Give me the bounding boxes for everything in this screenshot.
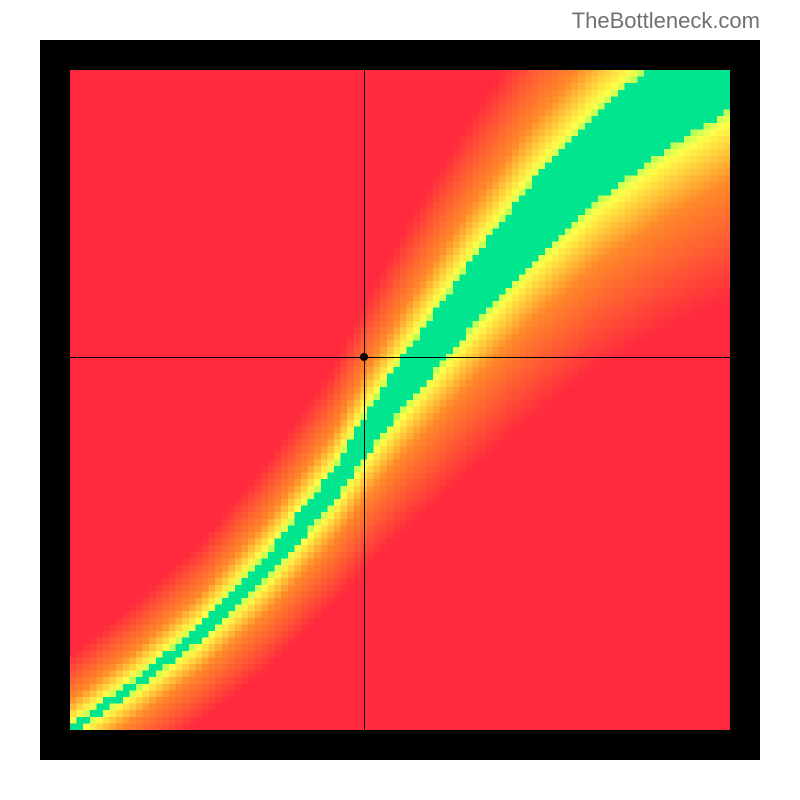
watermark-text: TheBottleneck.com xyxy=(572,8,760,34)
marker-dot xyxy=(360,353,368,361)
heatmap-canvas xyxy=(70,70,730,730)
crosshair-horizontal xyxy=(70,357,730,358)
crosshair-vertical xyxy=(364,70,365,730)
chart-container: TheBottleneck.com xyxy=(0,0,800,800)
chart-frame xyxy=(40,40,760,760)
